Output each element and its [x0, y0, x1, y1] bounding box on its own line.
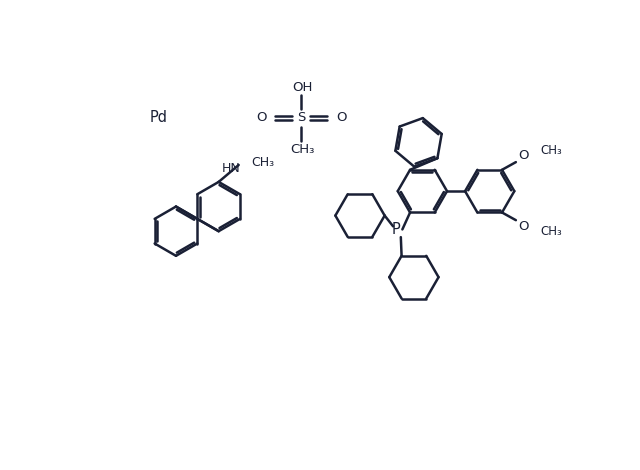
Text: S: S	[297, 111, 305, 125]
Text: O: O	[256, 111, 266, 125]
Text: O: O	[518, 220, 529, 233]
Text: CH₃: CH₃	[291, 143, 315, 156]
Text: CH₃: CH₃	[251, 156, 274, 169]
Text: HN: HN	[221, 162, 241, 174]
Text: P: P	[392, 222, 401, 237]
Text: CH₃: CH₃	[541, 144, 563, 157]
Text: OH: OH	[292, 81, 313, 94]
Text: O: O	[336, 111, 346, 125]
Text: CH₃: CH₃	[541, 225, 563, 238]
Text: Pd: Pd	[150, 110, 168, 125]
Text: O: O	[518, 149, 529, 163]
